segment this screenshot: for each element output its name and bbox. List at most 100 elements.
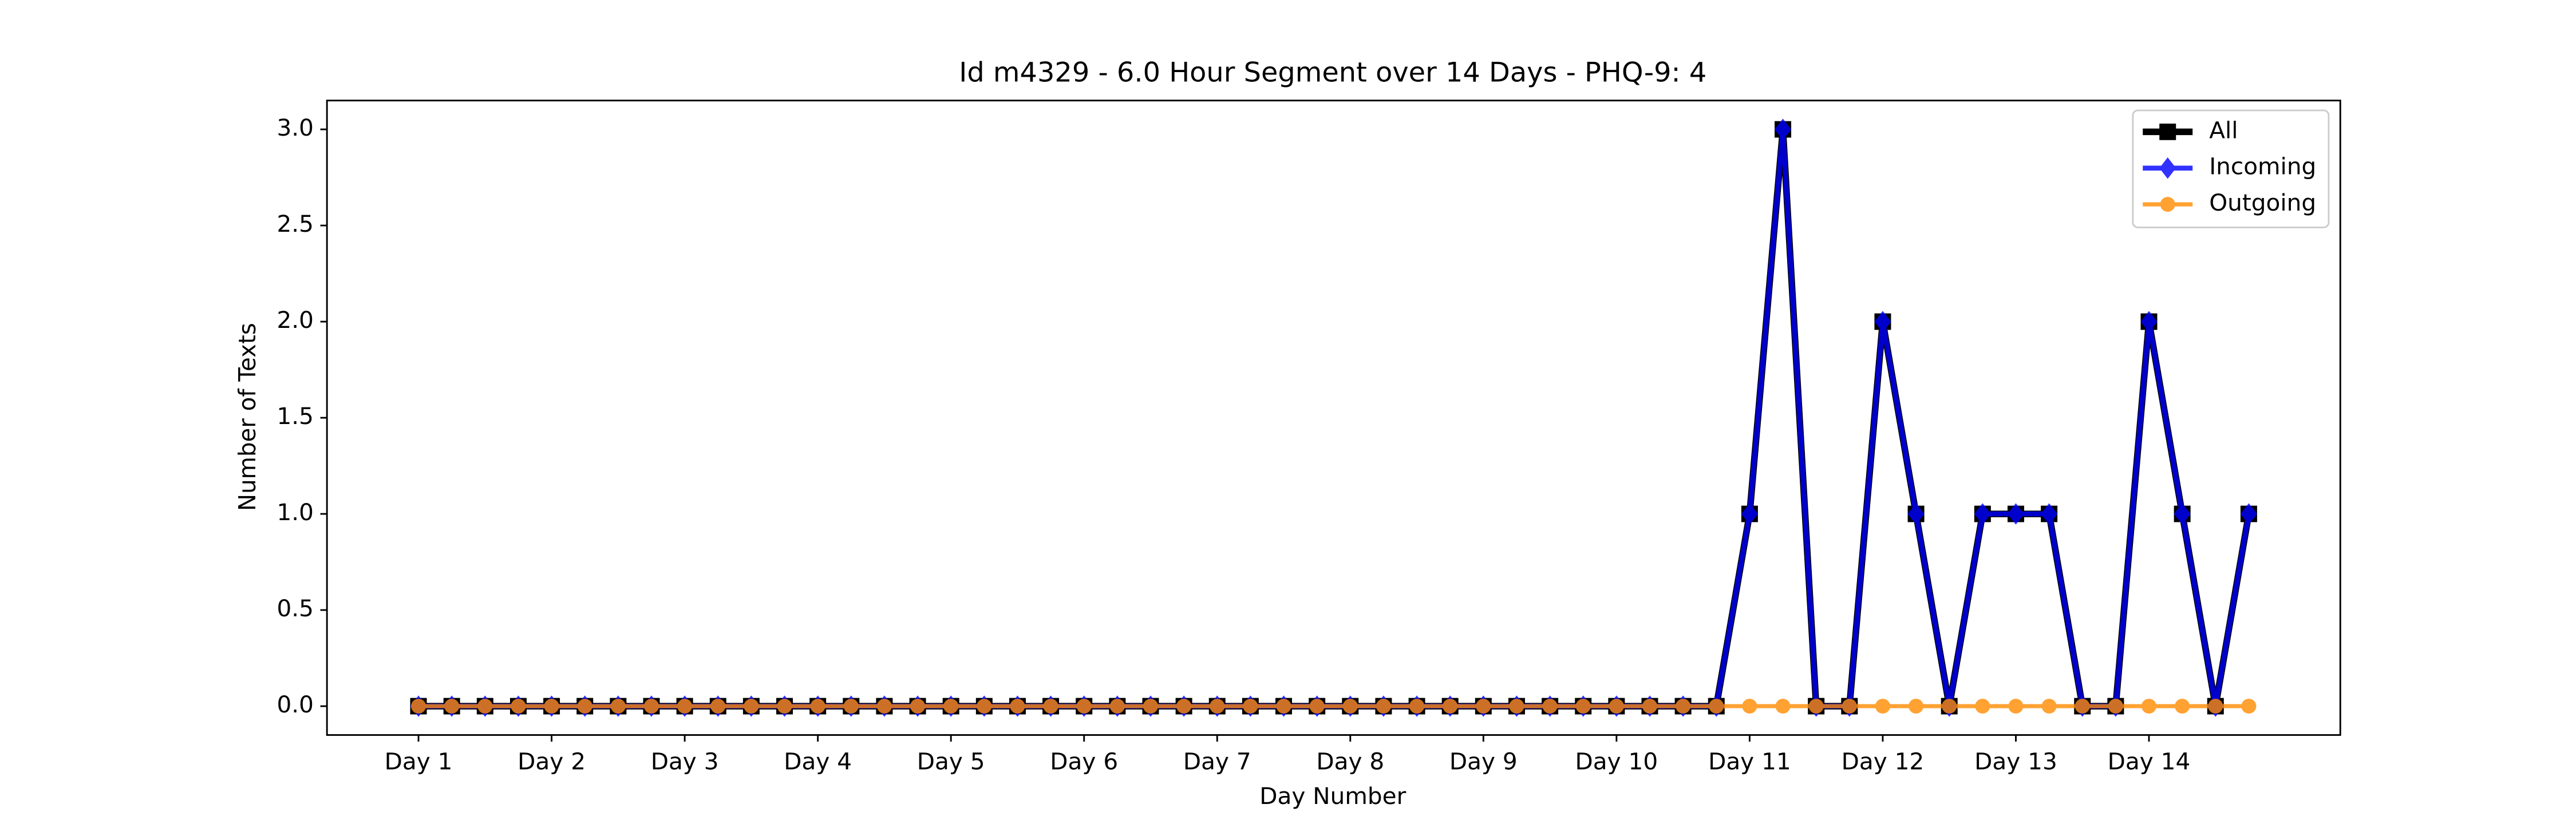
data-point xyxy=(411,699,426,714)
y-tick-label: 1.5 xyxy=(276,402,314,430)
series-2 xyxy=(411,699,2257,714)
data-point xyxy=(1509,699,1524,714)
data-point xyxy=(1043,699,1058,714)
data-point xyxy=(1742,699,1757,714)
data-point xyxy=(2175,699,2190,714)
data-point xyxy=(777,699,792,714)
legend-swatch xyxy=(2143,197,2193,212)
y-tick-label: 0.5 xyxy=(276,595,314,622)
legend-marker xyxy=(2159,157,2176,179)
data-point xyxy=(1741,503,1758,525)
plot-frame xyxy=(326,100,2341,736)
series-line xyxy=(418,126,2251,709)
data-point xyxy=(1642,699,1658,714)
data-point xyxy=(1010,699,1025,714)
legend-swatch xyxy=(2143,157,2193,179)
data-point xyxy=(1376,699,1391,714)
data-point xyxy=(1609,699,1624,714)
data-point xyxy=(2174,503,2191,525)
y-tick-label: 1.0 xyxy=(276,498,314,526)
data-point xyxy=(610,699,626,714)
data-point xyxy=(910,699,926,714)
x-axis-label: Day Number xyxy=(1259,782,1406,810)
series-1 xyxy=(410,118,2257,717)
legend-swatch xyxy=(2143,124,2193,140)
data-point xyxy=(1076,699,1092,714)
data-point xyxy=(977,699,992,714)
data-point xyxy=(1542,699,1558,714)
data-point xyxy=(1476,699,1491,714)
data-point xyxy=(2241,699,2257,714)
data-point xyxy=(1309,699,1325,714)
x-tick-label: Day 12 xyxy=(1842,748,1925,775)
legend-label: Outgoing xyxy=(2209,189,2316,216)
data-point xyxy=(1975,699,1990,714)
data-point xyxy=(1575,699,1591,714)
data-point xyxy=(1276,699,1291,714)
data-point xyxy=(1709,699,1724,714)
data-point xyxy=(511,699,526,714)
data-point xyxy=(810,699,825,714)
x-tick-label: Day 13 xyxy=(1974,748,2057,775)
data-point xyxy=(1342,699,1358,714)
data-point xyxy=(2041,503,2058,525)
x-tick-label: Day 10 xyxy=(1575,748,1658,775)
data-point xyxy=(1109,699,1125,714)
x-tick-label: Day 2 xyxy=(517,748,586,775)
legend-marker xyxy=(2160,197,2175,212)
series-line xyxy=(418,126,2253,710)
y-tick-label: 0.0 xyxy=(276,691,314,718)
data-point xyxy=(744,699,759,714)
series-0 xyxy=(410,121,2257,715)
data-point xyxy=(876,699,892,714)
x-tick-label: Day 5 xyxy=(917,748,985,775)
data-point xyxy=(1909,699,1924,714)
data-point xyxy=(1942,699,1957,714)
data-point xyxy=(643,699,659,714)
data-point xyxy=(1974,503,1991,525)
data-point xyxy=(2108,699,2123,714)
x-tick-label: Day 4 xyxy=(784,748,852,775)
x-tick-label: Day 14 xyxy=(2108,748,2191,775)
data-point xyxy=(2041,699,2057,714)
x-tick-label: Day 6 xyxy=(1050,748,1118,775)
chart-title: Id m4329 - 6.0 Hour Segment over 14 Days… xyxy=(959,57,1706,89)
data-point xyxy=(2208,699,2223,714)
data-point xyxy=(1907,503,1925,525)
x-tick-label: Day 11 xyxy=(1708,748,1791,775)
data-point xyxy=(1874,311,1891,332)
legend-marker xyxy=(2159,124,2176,140)
y-tick-label: 2.0 xyxy=(276,306,314,334)
data-point xyxy=(677,699,693,714)
data-point xyxy=(1176,699,1192,714)
data-point xyxy=(1210,699,1225,714)
x-tick-label: Day 8 xyxy=(1316,748,1384,775)
data-point xyxy=(2140,311,2158,332)
x-tick-label: Day 1 xyxy=(385,748,453,775)
data-point xyxy=(2240,503,2257,525)
data-point xyxy=(444,699,460,714)
y-axis-label: Number of Texts xyxy=(234,323,261,511)
data-point xyxy=(1143,699,1159,714)
data-point xyxy=(544,699,559,714)
x-tick-label: Day 7 xyxy=(1183,748,1251,775)
data-point xyxy=(2007,503,2024,525)
legend-box xyxy=(2132,109,2330,228)
data-point xyxy=(710,699,726,714)
data-point xyxy=(2141,699,2157,714)
data-point xyxy=(577,699,592,714)
legend-label: Incoming xyxy=(2209,153,2316,180)
data-point xyxy=(943,699,959,714)
data-point xyxy=(843,699,859,714)
data-point xyxy=(477,699,493,714)
data-point xyxy=(1443,699,1458,714)
x-tick-label: Day 3 xyxy=(651,748,719,775)
data-point xyxy=(1409,699,1425,714)
data-point xyxy=(2075,699,2090,714)
data-point xyxy=(2008,699,2024,714)
data-point xyxy=(1808,699,1824,714)
data-point xyxy=(1775,699,1791,714)
data-point xyxy=(1676,699,1691,714)
data-point xyxy=(1842,699,1857,714)
